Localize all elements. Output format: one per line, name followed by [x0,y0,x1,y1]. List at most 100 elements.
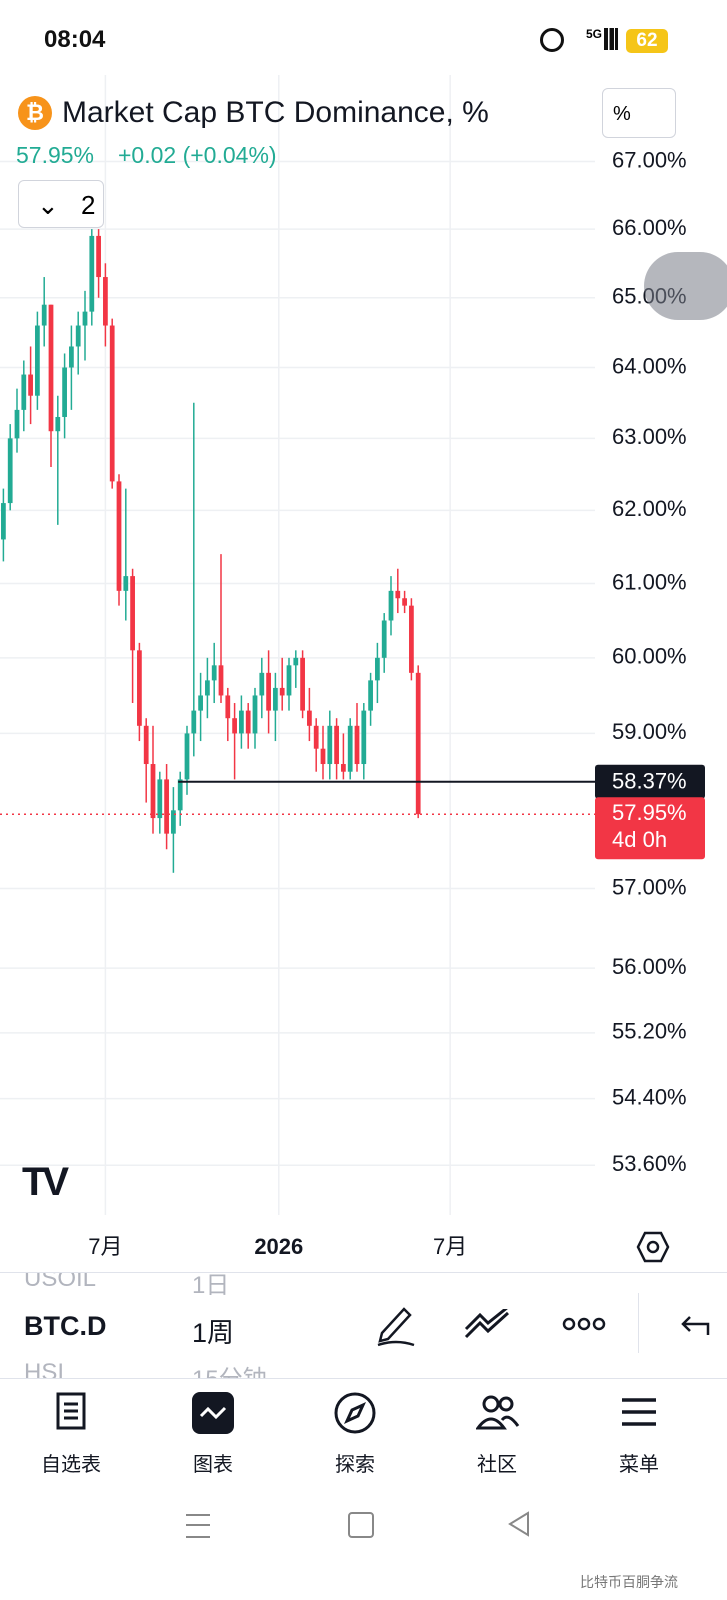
candle-body [157,779,163,819]
candle-body [279,687,285,696]
chevron: ⌄ [37,190,59,220]
y-tick-label: 55.20% [612,1019,687,1044]
candle-body [21,374,27,410]
candle-body [381,620,387,658]
candle-body [211,665,217,681]
candle-body [286,665,292,696]
candle-body [198,695,203,711]
candle-body [96,235,101,278]
y-tick-label: 62.00% [612,496,687,521]
nav-label[interactable]: 菜单 [619,1454,659,1476]
candle-body [48,304,54,432]
candle-body [103,277,108,326]
chart-title: Market Cap BTC Dominance, % [62,96,489,129]
nav-label[interactable]: 社区 [477,1454,517,1476]
y-tick-label: 61.00% [612,569,687,594]
symbol[interactable]: BTC.D [24,1311,107,1341]
alarm-icon [540,28,564,52]
interval[interactable]: 1周 [192,1318,235,1348]
candle-body [409,605,414,673]
network: 5G [586,27,603,41]
candle-body [368,680,373,711]
candle-body [361,710,367,765]
candle-body [252,695,258,734]
symbol-list: USOIL 1日 BTC.D 1周 HSI 15分钟 [0,1273,727,1378]
scale-button[interactable]: % [602,88,676,138]
candle-body [293,657,299,666]
hline-label: 58.37% [612,769,687,794]
y-tick-label: 63.00% [612,424,687,449]
watermark: 比特币百胴争流 [580,1574,678,1590]
chart: 67.00%66.00%65.00%64.00%63.00%62.00%61.0… [0,75,705,1259]
candle-body [239,710,244,734]
y-tick-label: 66.00% [612,215,687,240]
sys-menu[interactable] [186,1514,210,1538]
sys-back[interactable] [506,1510,532,1538]
candle-body [320,748,326,765]
candle-body [14,409,20,439]
candle-body [354,725,360,765]
price-change: +0.02 (+0.04%) [118,142,277,168]
settings-icon[interactable] [636,1230,670,1264]
candle-body [415,672,421,815]
divider [0,1272,727,1273]
symbol[interactable]: USOIL [24,1273,97,1292]
candle-body [334,725,339,765]
hline-label-box [595,764,705,799]
more-icon[interactable] [562,1317,606,1331]
candle-body [388,590,394,621]
nav-icon[interactable] [334,1392,378,1436]
btc-icon: ₿ [18,96,52,130]
nav-label[interactable]: 自选表 [41,1454,101,1476]
interval[interactable]: 1日 [192,1273,230,1299]
interval[interactable]: 15分钟 [192,1359,267,1378]
nav-label[interactable]: 图表 [193,1454,233,1476]
indicator-count: 2 [81,190,96,220]
candle-body [82,311,88,326]
candle-body [109,325,115,482]
bottom-nav: 自选表 图表 探索 社区 菜单 [0,1388,727,1478]
candle-body [137,650,142,726]
signal [604,28,618,50]
candle-body [307,710,312,726]
draw-icon[interactable] [376,1303,416,1347]
sys-home[interactable] [348,1512,374,1538]
candle-body [232,718,237,734]
candle-body [266,672,271,711]
candle-body [375,657,380,681]
indicators-icon[interactable] [464,1309,512,1341]
candle-body [205,680,210,696]
candle-body [1,503,6,540]
candle-body [300,657,305,711]
candle-body [273,687,278,711]
price-label: 57.95% [612,800,687,825]
symbol[interactable]: HSI [24,1359,65,1378]
undo-icon[interactable] [680,1313,710,1337]
candle-body [313,725,319,749]
nav-icon[interactable] [618,1392,662,1436]
candle-body [62,367,67,417]
nav-icon[interactable] [192,1392,236,1436]
candle-body [28,374,33,396]
candle-body [35,325,40,396]
nav-icon[interactable] [476,1392,520,1436]
y-tick-label: 64.00% [612,353,687,378]
nav-label[interactable]: 探索 [335,1454,375,1476]
candle-body [402,598,407,606]
nav-icon[interactable] [50,1392,94,1436]
candle-body [7,438,13,504]
candle-body [177,779,183,811]
tv-logo: TV [22,1160,69,1204]
divider [0,1378,727,1379]
floating-button[interactable] [644,252,727,320]
candle-body [171,810,176,834]
price-label-box [595,797,705,860]
battery: 62 [626,29,668,53]
indicator-toggle[interactable]: ⌄ 2 [18,180,104,228]
separator [638,1293,639,1353]
candle-body [395,590,401,599]
x-tick-label: 7月 [88,1234,122,1259]
candle-body [259,672,265,696]
last-price: 57.95% [16,142,95,168]
